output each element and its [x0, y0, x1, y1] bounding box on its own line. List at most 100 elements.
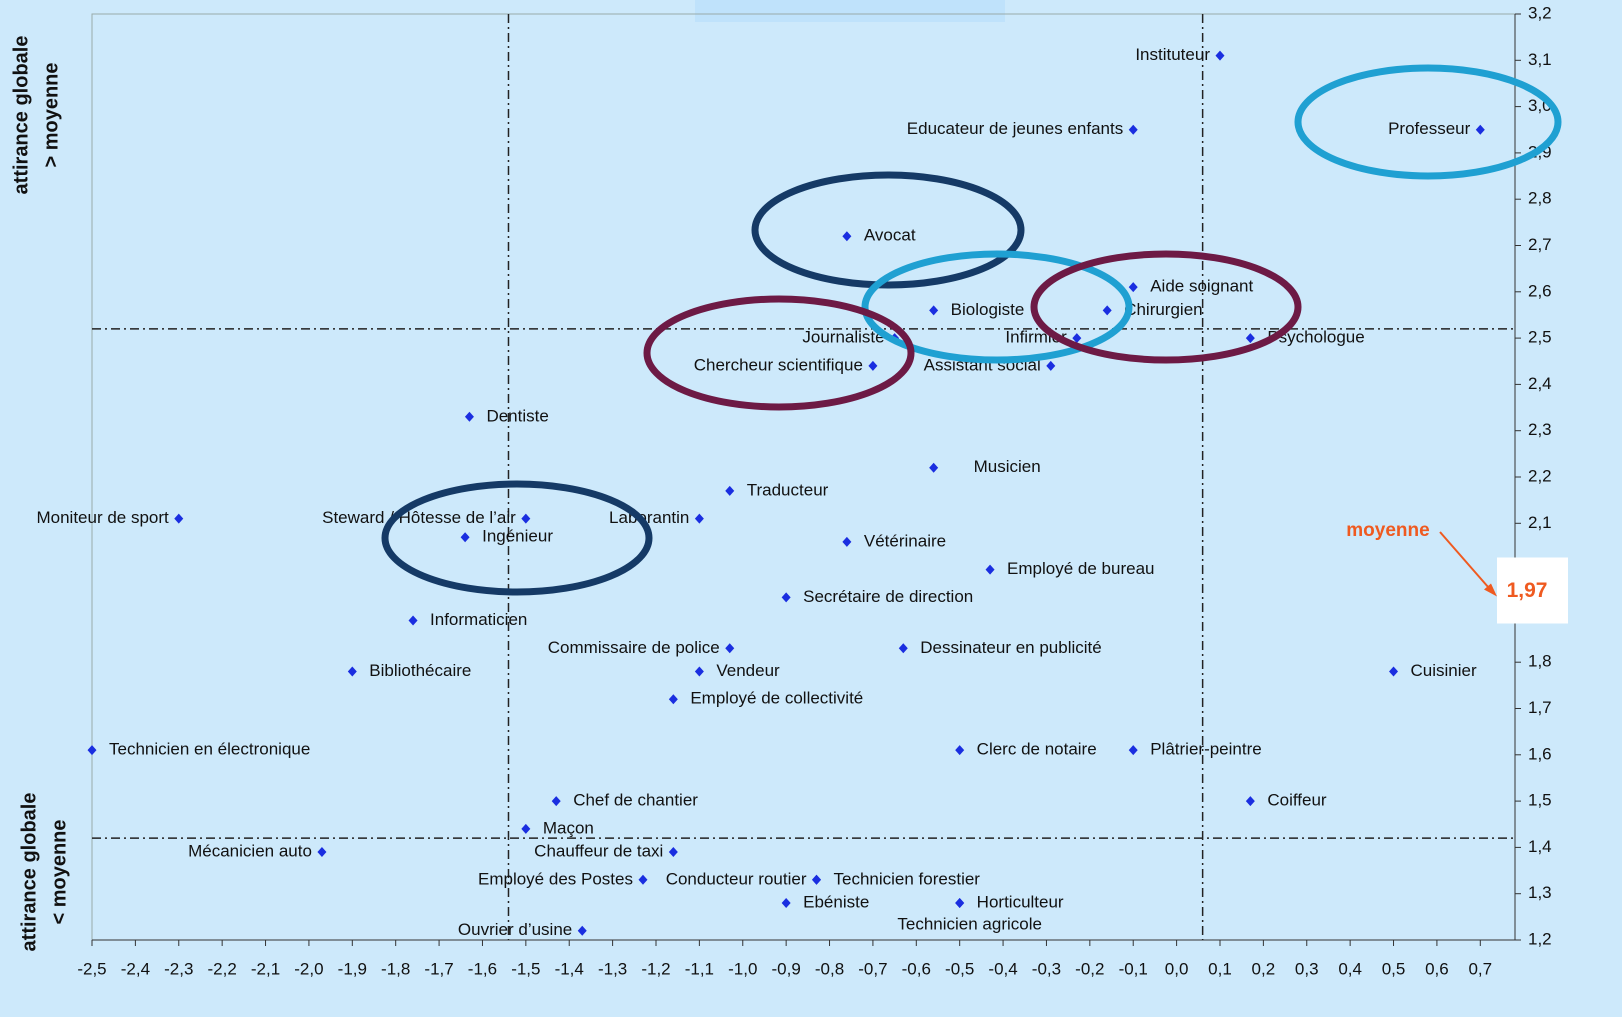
- x-tick-label: -0,6: [902, 959, 931, 978]
- point: [1046, 360, 1056, 371]
- x-tick-label: -2,1: [251, 959, 280, 978]
- point: [551, 796, 561, 807]
- point-label: Musicien: [974, 457, 1041, 476]
- point-label: Aide soignant: [1150, 277, 1253, 296]
- x-tick-label: -1,1: [685, 959, 714, 978]
- y-tick-label: 2,2: [1528, 466, 1552, 485]
- x-tick-label: -1,3: [598, 959, 627, 978]
- y-title-bottom: attirance globale < moyenne: [18, 793, 70, 952]
- point: [668, 847, 678, 858]
- point: [812, 874, 822, 885]
- point-label: Chef de chantier: [573, 791, 698, 810]
- x-tick-label: -0,4: [988, 959, 1017, 978]
- point: [521, 513, 531, 524]
- point: [781, 897, 791, 908]
- mean-label: 1,97: [1507, 579, 1548, 602]
- y-tick-label: 2,8: [1528, 189, 1552, 208]
- x-tick-label: -0,8: [815, 959, 844, 978]
- x-tick-label: 0,2: [1252, 959, 1276, 978]
- x-tick-label: 0,1: [1208, 959, 1232, 978]
- point-label: Employé des Postes: [478, 869, 633, 888]
- point: [842, 231, 852, 242]
- point-label: Biologiste: [951, 300, 1025, 319]
- y-tick-label: 3,1: [1528, 50, 1552, 69]
- x-tick-label: -2,3: [164, 959, 193, 978]
- point: [1102, 305, 1112, 316]
- mean-arrow-head: [1484, 583, 1497, 597]
- point-label: Clerc de notaire: [977, 740, 1097, 759]
- point-label: Vendeur: [716, 661, 780, 680]
- point: [460, 532, 470, 543]
- point: [87, 745, 97, 756]
- point-label: Psychologue: [1267, 328, 1364, 347]
- x-tick-label: -1,2: [641, 959, 670, 978]
- point: [577, 925, 587, 936]
- point: [1128, 745, 1138, 756]
- y-tick-label: 1,8: [1528, 652, 1552, 671]
- point-label: Chirurgien: [1124, 300, 1202, 319]
- point-label: Employé de collectivité: [690, 689, 863, 708]
- point-label: Ouvrier d’usine: [458, 920, 572, 939]
- y-title: attirance globale: [10, 36, 32, 195]
- point-label: Plâtrier-peintre: [1150, 740, 1262, 759]
- x-tick-label: -1,4: [555, 959, 584, 978]
- x-tick-label: -1,6: [468, 959, 497, 978]
- point: [1389, 666, 1399, 677]
- top-band: [695, 0, 1005, 22]
- point: [781, 592, 791, 603]
- point: [955, 745, 965, 756]
- y-tick-label: 1,4: [1528, 837, 1552, 856]
- point-label: Instituteur: [1135, 45, 1210, 64]
- mean-arrow: [1439, 531, 1493, 593]
- point: [725, 485, 735, 496]
- y-title: attirance globale: [18, 793, 40, 952]
- point: [1245, 333, 1255, 344]
- point: [929, 462, 939, 473]
- x-tick-label: -0,9: [771, 959, 800, 978]
- point: [1245, 796, 1255, 807]
- point: [638, 874, 648, 885]
- point-label: Secrétaire de direction: [803, 587, 973, 606]
- point: [694, 513, 704, 524]
- point: [347, 666, 357, 677]
- point-label: Mécanicien auto: [188, 842, 312, 861]
- point-label: Maçon: [543, 818, 594, 837]
- ellipse: [1294, 64, 1562, 180]
- x-tick-label: 0,0: [1165, 959, 1189, 978]
- point: [842, 536, 852, 547]
- ellipse: [861, 250, 1133, 364]
- point-label: Vétérinaire: [864, 531, 946, 550]
- x-tick-label: -2,5: [77, 959, 106, 978]
- point: [408, 615, 418, 626]
- ellipse: [643, 295, 915, 411]
- point-label: Cuisinier: [1411, 661, 1477, 680]
- highlight-ellipses: [381, 64, 1562, 596]
- y-tick-label: 1,3: [1528, 883, 1552, 902]
- point-label: Horticulteur: [977, 892, 1064, 911]
- point-label: Bibliothécaire: [369, 661, 471, 680]
- y-tick-label: 2,3: [1528, 420, 1552, 439]
- point: [174, 513, 184, 524]
- x-tick-label: -1,7: [424, 959, 453, 978]
- x-tick-label: -1,8: [381, 959, 410, 978]
- x-tick-label: 0,6: [1425, 959, 1449, 978]
- x-tick-label: -2,2: [208, 959, 237, 978]
- point: [1475, 124, 1485, 135]
- y-tick-label: 2,5: [1528, 328, 1552, 347]
- x-tick-label: -1,9: [338, 959, 367, 978]
- y-tick-label: 1,2: [1528, 929, 1552, 948]
- point-label: Ingénieur: [482, 527, 553, 546]
- point: [725, 643, 735, 654]
- y-tick-label: 1,5: [1528, 791, 1552, 810]
- y-tick-label: 3,2: [1528, 3, 1552, 22]
- point: [1128, 282, 1138, 293]
- x-tick-label: -0,5: [945, 959, 974, 978]
- point: [521, 823, 531, 834]
- point-label: Conducteur routier: [666, 869, 807, 888]
- point-label: Coiffeur: [1267, 791, 1327, 810]
- y-tick-label: 2,4: [1528, 374, 1552, 393]
- x-tick-label: -1,0: [728, 959, 757, 978]
- point: [898, 643, 908, 654]
- point-label: Laborantin: [609, 508, 689, 527]
